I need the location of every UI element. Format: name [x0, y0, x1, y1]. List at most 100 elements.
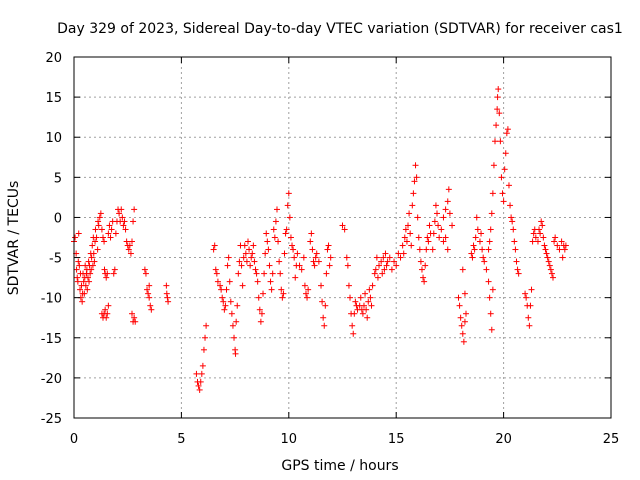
data-point — [525, 314, 532, 321]
data-point — [165, 298, 172, 305]
data-point — [440, 238, 447, 245]
data-point — [282, 230, 289, 237]
data-point — [343, 254, 350, 261]
data-point — [223, 286, 230, 293]
data-point — [414, 214, 421, 221]
data-point — [199, 362, 206, 369]
data-point — [74, 278, 81, 285]
data-point — [446, 210, 453, 217]
data-point — [504, 126, 511, 133]
data-point — [461, 290, 468, 297]
axes: 0 5 10 15 20 25 -25 -20 -15 -10 -5 0 5 10 15 20 — [41, 51, 620, 447]
data-point — [125, 246, 132, 253]
data-point — [132, 318, 139, 325]
data-point — [422, 262, 429, 269]
data-point — [489, 190, 496, 197]
data-point — [461, 318, 468, 325]
data-point — [106, 222, 113, 229]
data-point — [222, 302, 229, 309]
data-point — [103, 274, 110, 281]
data-point — [91, 258, 98, 265]
data-point — [490, 162, 497, 169]
data-point — [411, 178, 418, 185]
data-point — [492, 138, 499, 145]
data-point — [508, 214, 515, 221]
data-point — [102, 306, 109, 313]
data-point — [487, 310, 494, 317]
data-point — [269, 270, 276, 277]
data-point — [308, 230, 315, 237]
data-point — [95, 222, 102, 229]
data-point — [416, 246, 423, 253]
data-point — [494, 94, 501, 101]
y-tick-label: -5 — [49, 252, 62, 267]
data-point — [493, 122, 500, 129]
data-point — [507, 202, 514, 209]
data-point — [503, 130, 510, 137]
data-point — [291, 254, 298, 261]
data-point — [487, 226, 494, 233]
data-point — [481, 258, 488, 265]
data-point — [232, 350, 239, 357]
data-point — [431, 218, 438, 225]
data-point — [352, 298, 359, 305]
data-point — [277, 270, 284, 277]
data-point — [409, 202, 416, 209]
data-point — [84, 274, 91, 281]
data-point — [321, 322, 328, 329]
data-point — [432, 202, 439, 209]
data-point — [468, 250, 475, 257]
data-point — [558, 238, 565, 245]
data-point — [104, 310, 111, 317]
data-point — [543, 250, 550, 257]
data-point — [550, 274, 557, 281]
data-point — [164, 294, 171, 301]
data-point — [315, 258, 322, 265]
data-point — [243, 258, 250, 265]
data-point — [254, 278, 261, 285]
data-point — [86, 278, 93, 285]
data-point — [459, 330, 466, 337]
data-point — [248, 254, 255, 261]
data-point — [263, 230, 270, 237]
data-point — [203, 322, 210, 329]
data-point — [435, 222, 442, 229]
data-point — [421, 278, 428, 285]
data-point — [458, 322, 465, 329]
data-point — [212, 266, 219, 273]
data-point — [105, 302, 112, 309]
data-point — [323, 270, 330, 277]
data-point — [405, 222, 412, 229]
data-point — [322, 302, 329, 309]
data-point — [148, 306, 155, 313]
data-point — [141, 266, 148, 273]
data-point — [372, 266, 379, 273]
data-point — [502, 150, 509, 157]
data-point — [351, 310, 358, 317]
data-point — [320, 314, 327, 321]
data-point — [202, 334, 209, 341]
data-point — [415, 234, 422, 241]
data-point — [265, 246, 272, 253]
data-point — [359, 310, 366, 317]
data-point — [469, 254, 476, 261]
data-point — [489, 286, 496, 293]
data-point — [393, 262, 400, 269]
data-point — [400, 250, 407, 257]
data-point — [410, 190, 417, 197]
data-point — [559, 254, 566, 261]
data-point — [498, 174, 505, 181]
data-point — [391, 258, 398, 265]
data-point — [304, 294, 311, 301]
data-point — [145, 290, 152, 297]
y-tick-label: -15 — [41, 332, 62, 347]
data-point — [266, 262, 273, 269]
y-tick-label: 5 — [54, 171, 62, 186]
data-point — [193, 370, 200, 377]
data-point — [430, 230, 437, 237]
data-point — [406, 210, 413, 217]
data-point — [87, 270, 94, 277]
data-point — [229, 322, 236, 329]
data-point — [147, 302, 154, 309]
x-tick-label: 15 — [388, 432, 405, 447]
